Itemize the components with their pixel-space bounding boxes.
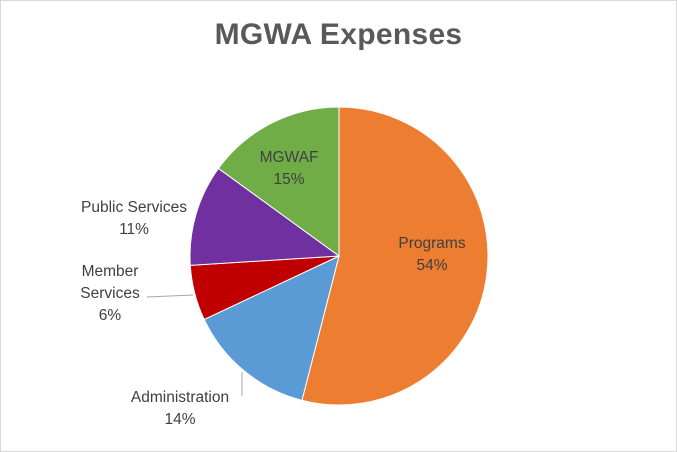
data-label-name-member-services: Services (80, 285, 140, 302)
data-label-value-mgwaf: 15% (273, 171, 304, 188)
pie-slice-administration (203, 255, 340, 401)
data-label-value-administration: 14% (164, 411, 195, 428)
pie-slice-public-services (189, 167, 341, 266)
data-label-name-member-services: Member (82, 263, 139, 280)
data-label-name-mgwaf: MGWAF (260, 149, 319, 166)
data-label-value-public-services: 11% (119, 221, 149, 238)
pie-slice-mgwaf (217, 106, 340, 257)
chart-title: MGWA Expenses (214, 18, 463, 51)
leader-line-member-services (146, 294, 194, 298)
data-label-name-programs: Programs (398, 235, 465, 252)
data-label-name-administration: Administration (131, 389, 229, 406)
data-label-value-programs: 54% (416, 257, 447, 274)
pie-slice-programs (301, 106, 489, 406)
data-label-value-member-services: 6% (99, 307, 122, 324)
data-label-name-public-services: Public Services (81, 199, 187, 216)
